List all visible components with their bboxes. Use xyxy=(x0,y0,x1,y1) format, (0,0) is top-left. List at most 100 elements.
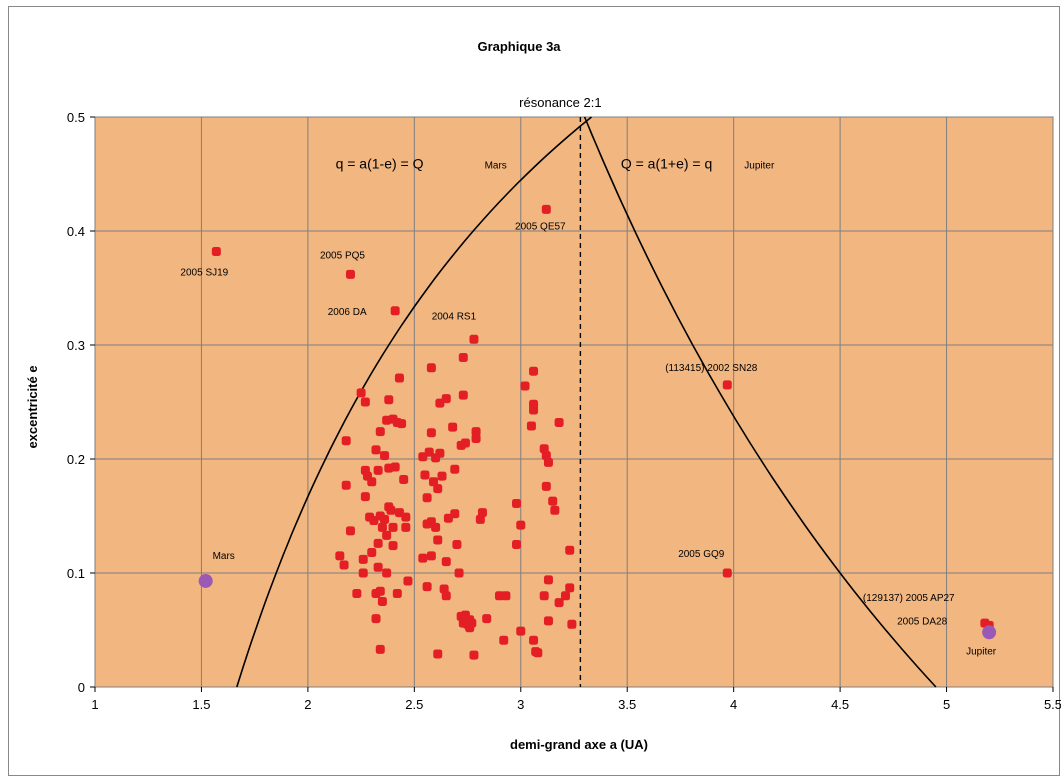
x-tick-label: 2.5 xyxy=(405,697,423,712)
asteroid-label: 2005 GQ9 xyxy=(678,549,725,560)
x-tick-label: 1.5 xyxy=(192,697,210,712)
asteroid-point xyxy=(560,591,570,601)
asteroid-point xyxy=(358,554,368,564)
jupiter-boundary-curve xyxy=(583,116,937,688)
asteroid-point xyxy=(394,373,404,383)
asteroid-point xyxy=(422,582,432,592)
y-axis-title: excentricité e xyxy=(25,365,40,448)
asteroid-point xyxy=(531,647,541,657)
asteroid-point xyxy=(565,545,575,555)
x-axis-title: demi-grand axe a (UA) xyxy=(510,737,648,752)
chart-title: Graphique 3a xyxy=(477,39,561,54)
asteroid-point xyxy=(441,394,451,404)
labeled-asteroid-point xyxy=(211,247,221,257)
asteroid-point xyxy=(382,568,392,578)
asteroid-point xyxy=(543,575,553,585)
asteroid-point xyxy=(475,514,485,524)
asteroid-point xyxy=(460,438,470,448)
y-tick-label: 0.2 xyxy=(67,452,85,467)
asteroid-point xyxy=(439,584,449,594)
asteroid-point xyxy=(397,419,407,429)
asteroid-point xyxy=(435,448,445,458)
asteroid-label: (129137) 2005 AP27 xyxy=(863,593,955,604)
mars-equation: q = a(1-e) = Q xyxy=(336,155,424,171)
asteroid-point xyxy=(373,465,383,475)
asteroid-point xyxy=(437,471,447,481)
asteroid-point xyxy=(377,522,387,532)
asteroid-point xyxy=(516,520,526,530)
asteroid-point xyxy=(567,619,577,629)
asteroid-point xyxy=(399,475,409,485)
asteroid-point xyxy=(554,598,564,608)
asteroid-point xyxy=(380,451,390,461)
x-tick-label: 2 xyxy=(304,697,311,712)
asteroid-point xyxy=(382,530,392,540)
x-axis-ticks: 1 1.5 2 2.5 3 3.5 4 4.5 5 5.5 xyxy=(91,687,1061,712)
planet-point xyxy=(982,625,997,640)
asteroid-point xyxy=(548,496,558,506)
asteroid-label: 2005 QE57 xyxy=(515,221,566,232)
asteroid-point xyxy=(441,591,451,601)
asteroid-point xyxy=(520,381,530,391)
labeled-asteroids: 2005 SJ19 2005 PQ5 2006 DA 2004 RS1 2005 QE5… xyxy=(180,204,994,630)
planet-label: Mars xyxy=(213,551,235,562)
asteroid-point xyxy=(433,649,443,659)
y-tick-label: 0.3 xyxy=(67,338,85,353)
asteroid-points xyxy=(335,353,577,660)
asteroid-point xyxy=(371,614,381,624)
asteroid-label: 2005 SJ19 xyxy=(180,268,228,279)
asteroid-point xyxy=(377,597,387,606)
asteroid-label: 2005 PQ5 xyxy=(320,250,365,261)
asteroid-point xyxy=(375,586,385,596)
asteroid-point xyxy=(471,433,481,443)
asteroid-point xyxy=(512,498,522,508)
planet-point xyxy=(198,573,213,588)
asteroid-point xyxy=(422,519,432,529)
asteroid-point xyxy=(512,540,522,549)
asteroid-point xyxy=(452,540,462,549)
labeled-asteroid-point xyxy=(469,334,479,344)
x-tick-label: 4 xyxy=(730,697,737,712)
chart-frame: 0 0.1 0.2 0.3 0.4 0.5 1 1.5 2 2.5 3 3.5 4 4.5 5 5.5 ré… xyxy=(8,6,1061,776)
asteroid-point xyxy=(428,477,438,487)
y-tick-label: 0.1 xyxy=(67,566,85,581)
asteroid-point xyxy=(341,436,351,446)
x-tick-label: 1 xyxy=(91,697,98,712)
asteroid-point xyxy=(565,583,575,593)
asteroid-point xyxy=(367,547,377,557)
asteroid-point xyxy=(358,568,368,578)
asteroid-point xyxy=(431,522,441,532)
asteroid-point xyxy=(390,462,400,472)
asteroid-point xyxy=(335,551,345,561)
jupiter-equation-sub: Jupiter xyxy=(744,160,775,171)
asteroid-point xyxy=(426,551,436,561)
asteroid-point xyxy=(448,422,458,432)
asteroid-point xyxy=(420,470,430,480)
asteroid-point xyxy=(450,509,460,519)
asteroid-point xyxy=(539,444,549,454)
asteroid-point xyxy=(418,553,428,563)
asteroid-point xyxy=(375,644,385,654)
asteroid-point xyxy=(433,484,443,494)
asteroid-point xyxy=(380,514,390,524)
asteroid-point xyxy=(543,457,553,467)
asteroid-point xyxy=(454,568,464,578)
asteroid-point xyxy=(375,427,385,437)
asteroid-point xyxy=(433,535,443,545)
mars-boundary-curve xyxy=(236,116,593,688)
asteroid-point xyxy=(477,508,487,518)
planet-points: Mars Jupiter xyxy=(198,551,997,657)
asteroid-point xyxy=(371,445,381,455)
labeled-asteroid-point xyxy=(541,204,551,214)
asteroid-point xyxy=(482,614,492,624)
labeled-asteroid-point xyxy=(345,269,355,279)
asteroid-point xyxy=(339,560,349,570)
asteroid-point xyxy=(458,353,468,363)
asteroid-point xyxy=(499,635,509,645)
asteroid-point xyxy=(341,480,351,490)
scatter-chart: 0 0.1 0.2 0.3 0.4 0.5 1 1.5 2 2.5 3 3.5 4 4.5 5 5.5 ré… xyxy=(25,39,1061,752)
asteroid-point xyxy=(529,635,539,645)
planet-label: Jupiter xyxy=(966,646,997,657)
asteroid-point xyxy=(550,505,560,515)
asteroid-point xyxy=(458,390,468,400)
